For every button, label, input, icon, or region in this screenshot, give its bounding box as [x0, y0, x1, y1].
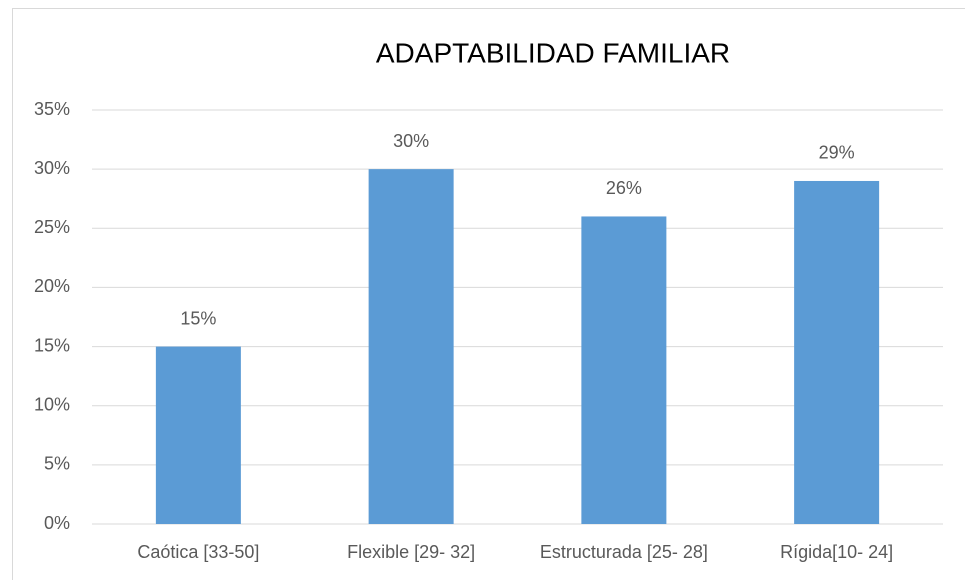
y-tick-label: 0%: [44, 513, 70, 533]
data-label: 29%: [819, 143, 855, 163]
y-tick-label: 30%: [34, 158, 70, 178]
chart-title: ADAPTABILIDAD FAMILIAR: [376, 37, 730, 68]
bar: [368, 169, 454, 524]
y-tick-label: 20%: [34, 276, 70, 296]
x-tick-label: Flexible [29- 32]: [347, 542, 475, 562]
y-tick-label: 10%: [34, 394, 70, 414]
x-tick-label: Rígida[10- 24]: [780, 542, 893, 562]
y-tick-label: 35%: [34, 99, 70, 119]
y-tick-label: 25%: [34, 217, 70, 237]
y-tick-label: 15%: [34, 335, 70, 355]
data-label: 30%: [393, 131, 429, 151]
x-tick-label: Caótica [33-50]: [137, 542, 259, 562]
data-label: 15%: [180, 308, 216, 328]
data-label: 26%: [606, 178, 642, 198]
bar: [155, 346, 241, 524]
bar: [581, 216, 667, 524]
x-tick-label: Estructurada [25- 28]: [540, 542, 708, 562]
bar: [794, 180, 880, 524]
y-tick-label: 5%: [44, 454, 70, 474]
